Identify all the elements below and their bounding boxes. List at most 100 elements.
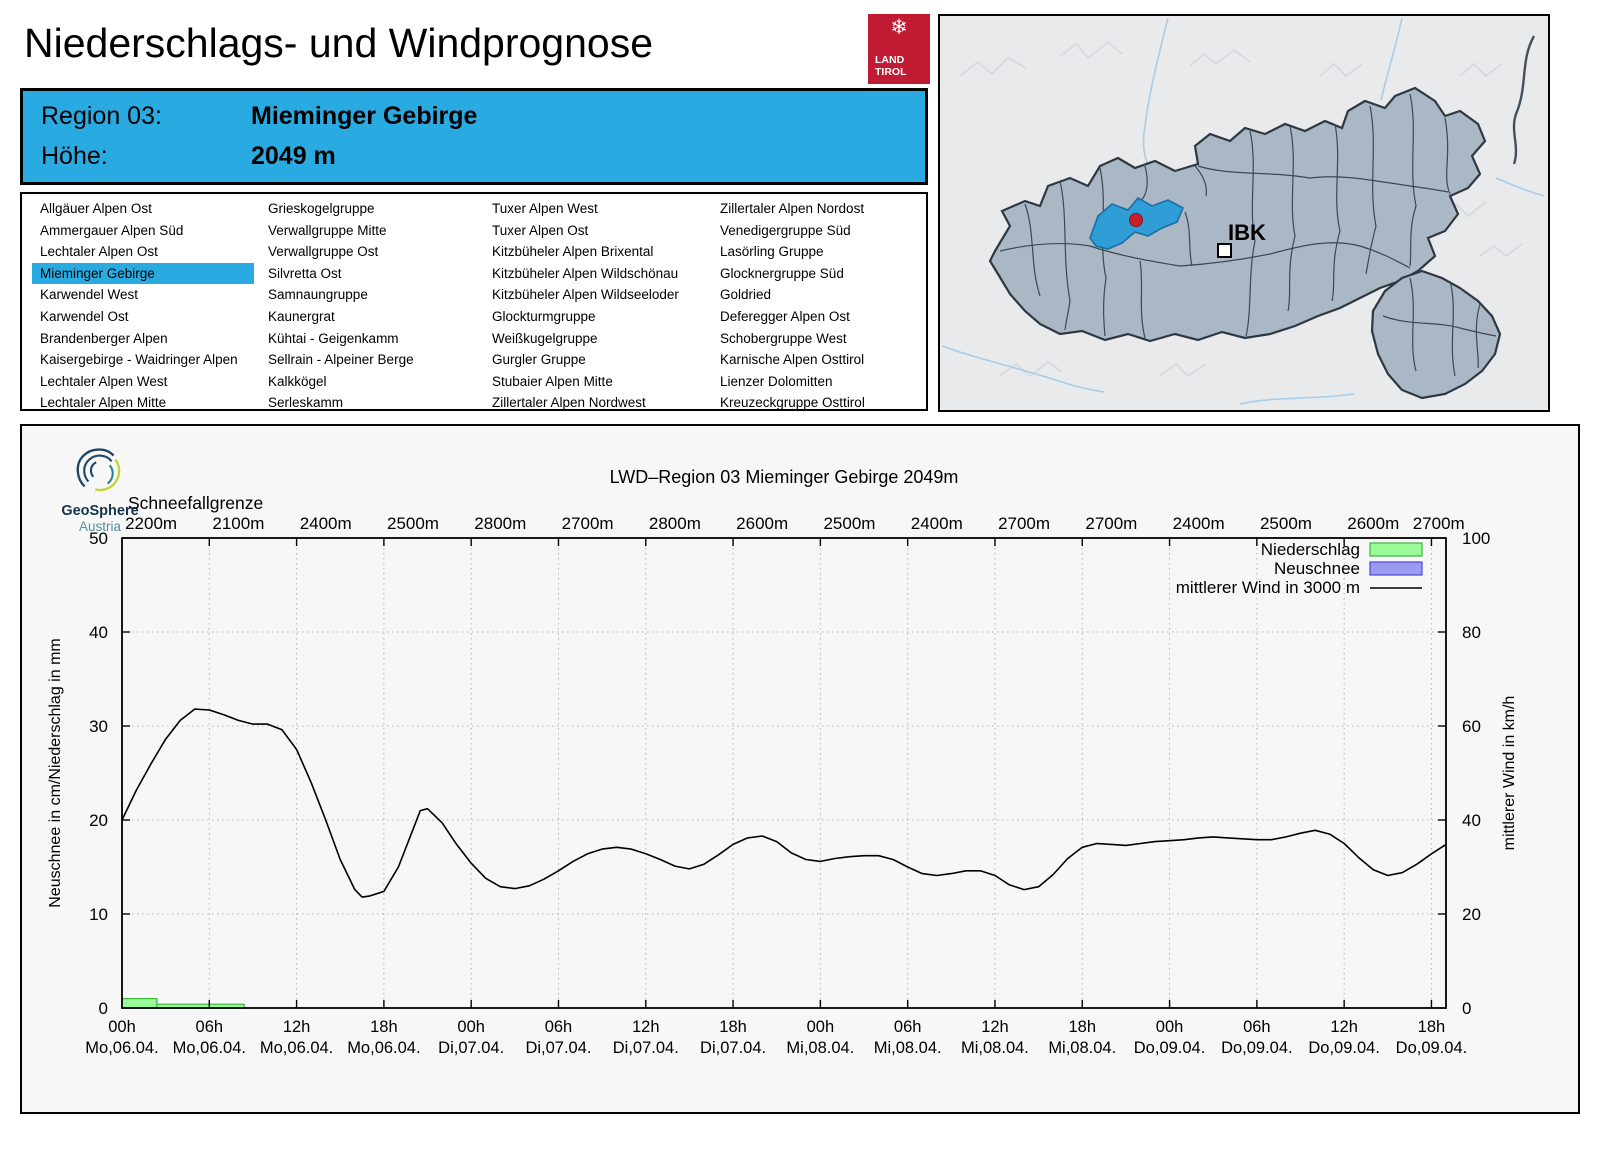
forecast-chart-panel: GeoSphere Austria 0 10 20 30 40 50 0 20 40 60 80 10… [20, 424, 1580, 1114]
region-item[interactable]: Kaisergebirge - Waidringer Alpen [40, 352, 238, 368]
region-item[interactable]: Karnische Alpen Osttirol [720, 352, 865, 368]
region-item[interactable]: Grieskogelgruppe [268, 201, 375, 216]
forecast-chart: 0 10 20 30 40 50 0 20 40 60 80 100 00h Mo,06.04. 06h Mo… [47, 467, 1518, 1057]
region-item[interactable]: Tuxer Alpen West [492, 201, 598, 216]
snowline-value: 2400m [300, 514, 352, 533]
region-item[interactable]: Stubaier Alpen Mitte [492, 373, 613, 389]
legend-label: Niederschlag [1261, 540, 1360, 559]
snowline-value: 2700m [1085, 514, 1137, 533]
tirol-map: IBK [938, 14, 1550, 412]
region-item[interactable]: Kalkkögel [268, 373, 327, 389]
snowline-value: 2700m [562, 514, 614, 533]
region-item[interactable]: Gurgler Gruppe [492, 352, 586, 368]
region-item[interactable]: Lienzer Dolomitten [720, 373, 833, 389]
region-item[interactable]: Glockturmgruppe [492, 308, 596, 324]
x-tick-time: 06h [545, 1018, 573, 1036]
region-item[interactable]: Lechtaler Alpen Ost [40, 244, 158, 260]
region-item[interactable]: Schobergruppe West [720, 330, 847, 346]
region-item[interactable]: Weißkugelgruppe [492, 330, 598, 346]
x-tick-time: 06h [196, 1018, 224, 1036]
plot-border [121, 537, 1447, 1009]
region-item[interactable]: Kitzbüheler Alpen Brixental [492, 244, 654, 260]
x-tick-time: 12h [1330, 1018, 1358, 1036]
y-left-tick-label: 30 [89, 717, 108, 736]
y-right-tick-label: 80 [1462, 623, 1481, 642]
x-tick-time: 00h [108, 1018, 136, 1036]
x-tick-time: 18h [719, 1018, 747, 1036]
region-item[interactable]: Glocknergruppe Süd [720, 265, 844, 281]
region-item[interactable]: Silvretta Ost [268, 265, 342, 281]
x-tick-date: Mo,06.04. [347, 1039, 420, 1057]
y-right-tick-label: 0 [1462, 999, 1471, 1018]
region-item[interactable]: Goldried [720, 287, 772, 303]
region-item[interactable]: Verwallgruppe Ost [268, 244, 379, 260]
region-item[interactable]: Lasörling Gruppe [720, 244, 824, 260]
y-left-tick-label: 10 [89, 905, 108, 924]
x-tick-time: 00h [457, 1018, 485, 1036]
x-tick-date: Mi,08.04. [961, 1039, 1029, 1057]
logo-line2: TIROL [875, 65, 907, 78]
region-column: Grieskogelgruppe Verwallgruppe Mitte Verwa… [260, 198, 485, 414]
legend-swatch [1369, 542, 1423, 557]
x-tick-date: Mo,06.04. [85, 1039, 158, 1057]
region-item[interactable]: Deferegger Alpen Ost [720, 308, 850, 324]
region-item[interactable]: Verwallgruppe Mitte [268, 222, 387, 238]
legend-swatch [1369, 561, 1423, 576]
x-tick-time: 12h [632, 1018, 660, 1036]
geosphere-name: GeoSphere [61, 503, 139, 519]
region-item[interactable]: Sellrain - Alpeiner Berge [268, 352, 414, 368]
region-item[interactable]: Kaunergrat [268, 308, 335, 324]
x-tick-date: Mi,08.04. [786, 1039, 854, 1057]
x-tick-date: Di,07.04. [438, 1039, 504, 1057]
x-tick-date: Di,07.04. [525, 1039, 591, 1057]
region-item[interactable]: Karwendel Ost [40, 308, 129, 324]
region-boundaries [999, 93, 1451, 339]
region-item[interactable]: Lechtaler Alpen Mitte [40, 395, 167, 411]
snowline-value: 2800m [649, 514, 701, 533]
snowline-value: 2200m [125, 514, 177, 533]
snowline-value: 2700m [1413, 514, 1465, 533]
legend-label: Neuschnee [1274, 559, 1360, 578]
snowline-value: 2800m [474, 514, 526, 533]
x-tick-time: 18h [1068, 1018, 1096, 1036]
x-tick-date: Di,07.04. [700, 1039, 766, 1057]
x-tick-date: Mo,06.04. [173, 1039, 246, 1057]
region-item[interactable]: Karwendel West [40, 287, 139, 303]
region-item[interactable]: Kitzbüheler Alpen Wildseeloder [492, 287, 679, 303]
x-tick-time: 06h [1243, 1018, 1271, 1036]
snowline-value: 2400m [1173, 514, 1225, 533]
y-left-tick-label: 40 [89, 623, 108, 642]
x-tick-date: Do,09.04. [1134, 1039, 1206, 1057]
tirol-map-svg: IBK [941, 17, 1545, 405]
geosphere-icon [76, 448, 121, 492]
x-tick-time: 00h [807, 1018, 835, 1036]
region-item[interactable]: Zillertaler Alpen Nordost [720, 201, 865, 216]
region-location-dot [1129, 213, 1143, 227]
region-item[interactable]: Kreuzeckgruppe Osttirol [720, 395, 865, 411]
region-item[interactable]: Serleskamm [268, 395, 344, 411]
region-item[interactable]: Brandenberger Alpen [40, 330, 168, 346]
region-item[interactable]: Kühtai - Geigenkamm [268, 330, 399, 346]
y-right-tick-label: 100 [1462, 529, 1490, 548]
region-column: Tuxer Alpen West Tuxer Alpen Ost Kitzbühel… [484, 198, 709, 414]
region-item[interactable]: Tuxer Alpen Ost [492, 222, 589, 238]
region-item[interactable]: Zillertaler Alpen Nordwest [492, 395, 646, 411]
region-item[interactable]: Mieminger Gebirge [32, 262, 254, 285]
snowline-value: 2600m [1347, 514, 1399, 533]
region-item[interactable]: Samnaungruppe [268, 287, 368, 303]
region-list: Allgäuer Alpen Ost Ammergauer Alpen Süd Le… [20, 192, 928, 411]
region-item[interactable]: Allgäuer Alpen Ost [40, 201, 152, 216]
y-right-axis-title: mittlerer Wind in km/h [1501, 696, 1518, 851]
region-item[interactable]: Ammergauer Alpen Süd [40, 222, 184, 238]
region-item[interactable]: Lechtaler Alpen West [40, 373, 168, 389]
rivers [941, 17, 1545, 405]
region-label: Region 03: [41, 102, 162, 130]
snowline-label: Schneefallgrenze [128, 493, 263, 513]
region-item[interactable]: Kitzbüheler Alpen Wildschönau [492, 265, 679, 281]
region-item[interactable]: Venedigergruppe Süd [720, 222, 851, 238]
legend-label: mittlerer Wind in 3000 m [1176, 578, 1360, 597]
x-tick-date: Do,09.04. [1221, 1039, 1293, 1057]
y-right-tick-label: 40 [1462, 811, 1481, 830]
precip-bar [121, 997, 158, 1009]
x-tick-time: 00h [1156, 1018, 1184, 1036]
